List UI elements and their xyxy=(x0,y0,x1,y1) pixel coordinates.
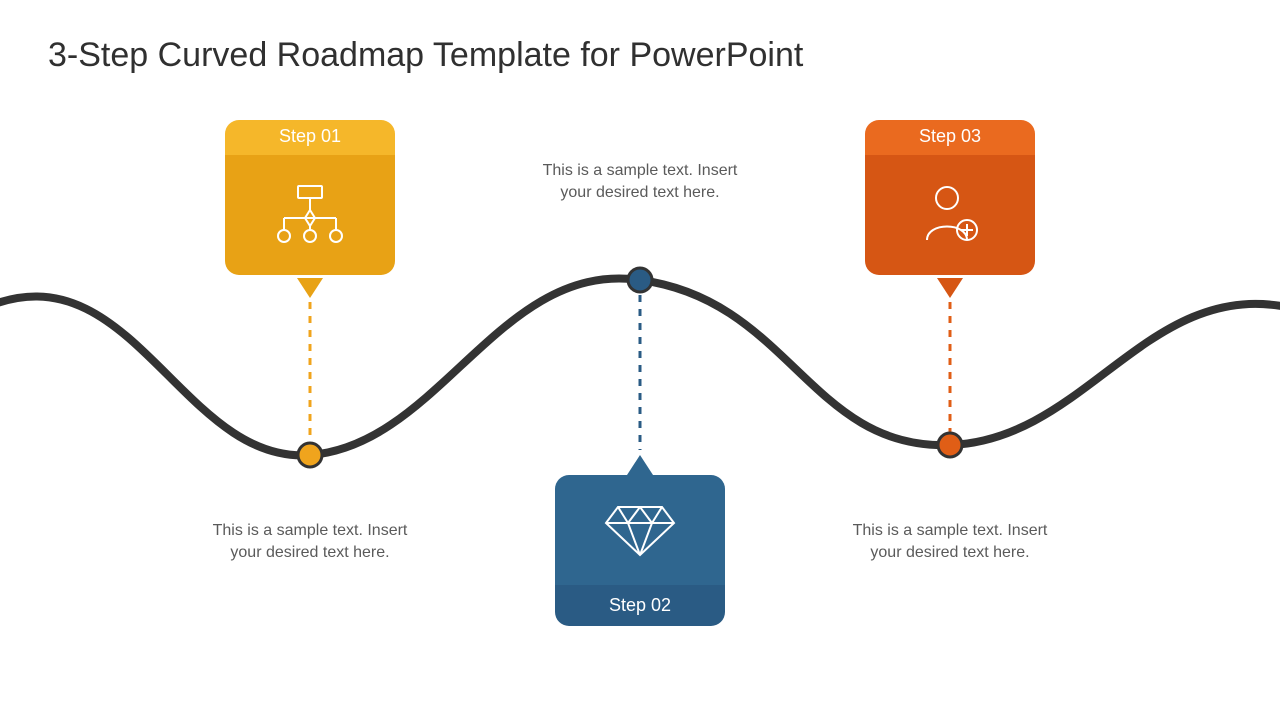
step1-pointer xyxy=(297,278,323,298)
step1-card: Step 01 xyxy=(225,120,395,275)
diamond-icon xyxy=(600,499,680,561)
step2-description: This is a sample text. Insert your desir… xyxy=(530,160,750,203)
step3-icon-wrap xyxy=(865,155,1035,275)
step2-icon-wrap xyxy=(555,475,725,585)
org-chart-icon xyxy=(271,184,349,246)
user-plus-icon xyxy=(915,180,985,250)
step3-label: Step 03 xyxy=(865,120,1035,155)
step2-card: Step 02 xyxy=(555,475,725,626)
step3-description: This is a sample text. Insert your desir… xyxy=(840,520,1060,563)
slide: 3-Step Curved Roadmap Template for Power… xyxy=(0,0,1280,720)
step2-label: Step 02 xyxy=(555,585,725,626)
step1-label: Step 01 xyxy=(225,120,395,155)
curved-road xyxy=(0,278,1280,455)
step3-pointer xyxy=(937,278,963,298)
step2-pointer xyxy=(627,455,653,475)
step1-description: This is a sample text. Insert your desir… xyxy=(200,520,420,563)
step1-icon-wrap xyxy=(225,155,395,275)
step3-card: Step 03 xyxy=(865,120,1035,275)
